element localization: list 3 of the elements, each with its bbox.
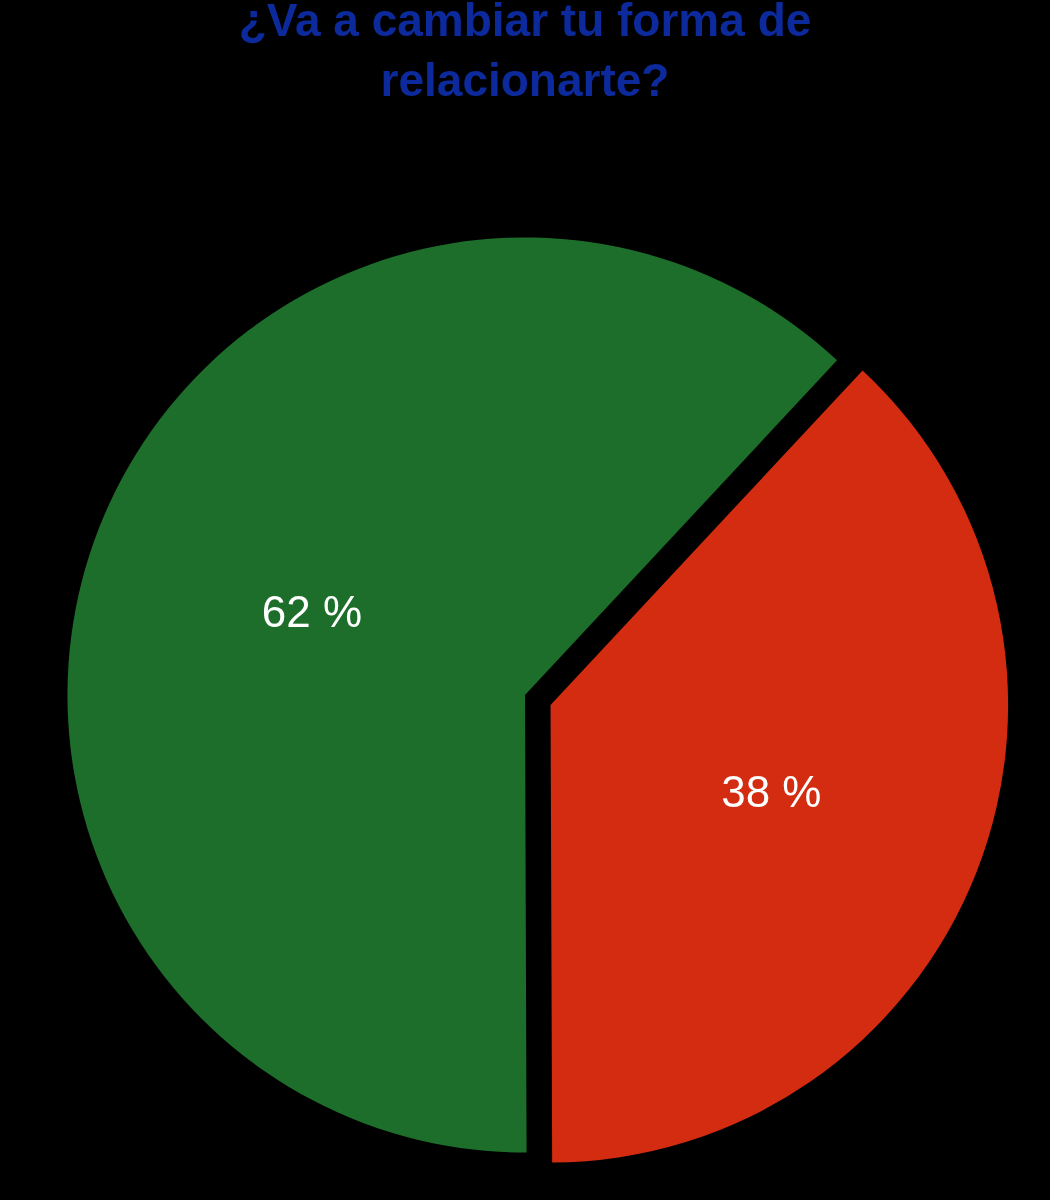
chart-title: ¿Va a cambiar tu forma de relacionarte? (238, 0, 812, 106)
data-label: 38 % (721, 767, 822, 817)
data-label: 62 % (261, 587, 363, 637)
